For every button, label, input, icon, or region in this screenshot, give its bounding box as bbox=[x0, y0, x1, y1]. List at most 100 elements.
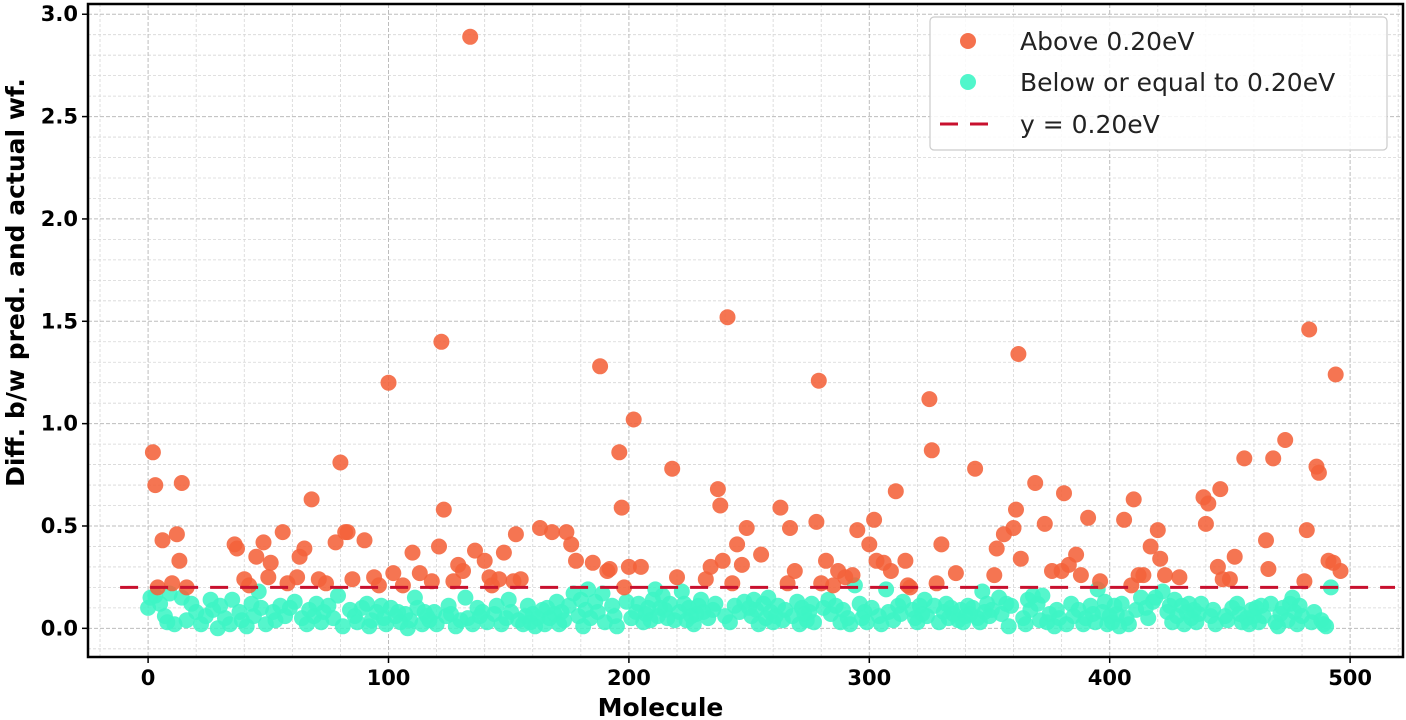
data-point-below bbox=[349, 614, 366, 631]
legend-label-threshold: y = 0.20eV bbox=[1020, 110, 1160, 139]
data-point-below bbox=[878, 581, 895, 598]
data-point-below bbox=[1219, 612, 1236, 629]
data-point-above bbox=[664, 460, 681, 477]
data-point-above bbox=[296, 540, 313, 557]
data-point-above bbox=[1072, 567, 1089, 584]
data-point-above bbox=[1010, 346, 1027, 362]
data-point-above bbox=[339, 524, 356, 541]
data-point-above bbox=[568, 552, 584, 569]
data-point-above bbox=[818, 552, 834, 569]
data-point-below bbox=[500, 591, 517, 608]
legend-marker-below bbox=[960, 74, 976, 90]
data-point-above bbox=[1008, 501, 1024, 518]
data-point-above bbox=[318, 575, 334, 592]
data-point-above bbox=[1332, 563, 1349, 579]
data-point-above bbox=[1212, 481, 1229, 498]
data-point-above bbox=[404, 544, 421, 561]
data-point-above bbox=[584, 554, 601, 571]
data-point-below bbox=[1113, 595, 1130, 612]
data-point-below bbox=[560, 597, 577, 614]
data-point-above bbox=[344, 571, 361, 588]
data-point-above bbox=[385, 565, 402, 582]
data-point-above bbox=[1236, 450, 1253, 467]
data-point-above bbox=[303, 491, 320, 508]
data-point-above bbox=[947, 565, 964, 582]
data-point-above bbox=[1012, 550, 1029, 567]
legend-marker-above bbox=[960, 33, 976, 49]
data-point-above bbox=[1157, 567, 1173, 584]
data-point-above bbox=[1301, 321, 1318, 338]
data-point-below bbox=[1140, 610, 1157, 627]
data-point-above bbox=[1027, 475, 1044, 491]
data-point-above bbox=[1258, 532, 1274, 549]
data-point-above bbox=[616, 579, 633, 596]
data-point-above bbox=[467, 542, 483, 559]
data-point-above bbox=[882, 563, 899, 579]
data-point-above bbox=[810, 372, 827, 389]
data-point-below bbox=[224, 591, 241, 608]
x-tick-label: 500 bbox=[1328, 666, 1372, 690]
x-tick-label: 100 bbox=[367, 666, 411, 690]
data-point-above bbox=[168, 526, 185, 543]
data-point-above bbox=[1068, 546, 1085, 563]
x-tick-label: 300 bbox=[847, 666, 891, 690]
data-point-above bbox=[380, 374, 397, 391]
data-point-above bbox=[154, 532, 171, 549]
data-point-below bbox=[618, 593, 635, 610]
data-point-above bbox=[1209, 558, 1226, 575]
data-point-above bbox=[1200, 495, 1217, 512]
data-point-above bbox=[702, 558, 719, 575]
data-point-above bbox=[411, 565, 428, 582]
data-point-above bbox=[1277, 432, 1294, 448]
data-point-above bbox=[327, 534, 344, 551]
data-point-above bbox=[255, 534, 272, 551]
data-point-below bbox=[426, 604, 443, 620]
data-point-above bbox=[248, 548, 265, 565]
data-point-above bbox=[611, 444, 628, 461]
data-point-below bbox=[707, 595, 724, 612]
data-point-above bbox=[729, 536, 746, 553]
data-point-above bbox=[147, 477, 164, 494]
data-point-above bbox=[866, 511, 883, 528]
data-point-above bbox=[1116, 511, 1133, 528]
data-point-below bbox=[152, 595, 169, 612]
data-point-above bbox=[613, 499, 630, 516]
series-above-points bbox=[144, 28, 1349, 596]
data-point-above bbox=[1036, 515, 1053, 532]
data-point-above bbox=[967, 460, 984, 477]
data-point-above bbox=[786, 563, 803, 579]
data-point-above bbox=[476, 552, 493, 569]
data-point-above bbox=[1298, 522, 1315, 539]
data-point-above bbox=[544, 524, 560, 541]
data-point-above bbox=[738, 520, 755, 536]
legend: Above 0.20eV Below or equal to 0.20eV y … bbox=[929, 16, 1388, 151]
data-point-above bbox=[512, 571, 529, 588]
data-point-above bbox=[1226, 548, 1243, 565]
data-point-above bbox=[921, 391, 938, 408]
data-point-above bbox=[144, 444, 161, 461]
data-point-below bbox=[1193, 595, 1210, 612]
data-point-below bbox=[1318, 618, 1335, 635]
data-point-below bbox=[594, 585, 611, 602]
data-point-above bbox=[697, 571, 714, 588]
data-point-above bbox=[532, 520, 548, 536]
data-point-above bbox=[423, 573, 440, 590]
data-point-above bbox=[171, 552, 188, 569]
data-point-above bbox=[445, 573, 462, 590]
data-point-below bbox=[330, 587, 346, 604]
data-point-below bbox=[556, 612, 572, 629]
data-point-above bbox=[455, 563, 471, 579]
data-point-above bbox=[772, 499, 789, 516]
data-point-above bbox=[988, 540, 1005, 557]
data-point-above bbox=[462, 28, 479, 45]
data-point-above bbox=[394, 577, 411, 594]
data-point-above bbox=[241, 577, 258, 594]
x-tick-label: 400 bbox=[1088, 666, 1132, 690]
x-tick-label: 200 bbox=[607, 666, 651, 690]
data-point-above bbox=[1260, 561, 1277, 577]
data-point-above bbox=[274, 524, 291, 541]
data-point-below bbox=[402, 612, 419, 629]
data-point-above bbox=[260, 569, 277, 586]
data-point-below bbox=[842, 616, 859, 633]
